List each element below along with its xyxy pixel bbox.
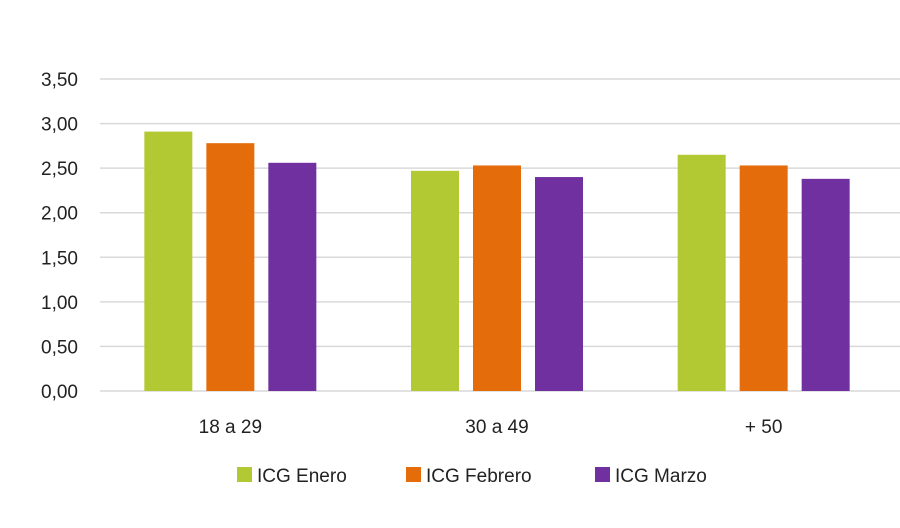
bar-icg-enero (677, 154, 726, 391)
bar-icg-febrero (739, 165, 788, 391)
legend-label: ICG Enero (257, 466, 347, 487)
bar-icg-marzo (268, 162, 317, 391)
y-tick-label: 3,00 (41, 115, 78, 136)
bar-icg-enero (144, 131, 193, 391)
x-tick-label: 30 a 49 (465, 417, 528, 438)
y-tick-label: 1,00 (41, 293, 78, 314)
legend-label: ICG Marzo (615, 466, 707, 487)
bar-icg-enero (411, 170, 459, 391)
legend-swatch (595, 467, 610, 482)
legend-label: ICG Febrero (426, 466, 532, 487)
y-tick-label: 2,50 (41, 159, 78, 180)
legend-swatch (237, 467, 252, 482)
y-tick-label: 1,50 (41, 248, 78, 269)
x-tick-label: + 50 (745, 417, 783, 438)
x-tick-label: 18 a 29 (199, 417, 262, 438)
bar-icg-febrero (206, 143, 255, 391)
bar-icg-marzo (535, 177, 583, 391)
bar-icg-febrero (473, 165, 521, 391)
y-tick-label: 3,50 (41, 70, 78, 91)
y-tick-label: 0,50 (41, 337, 78, 358)
legend-swatch (406, 467, 421, 482)
y-tick-label: 0,00 (41, 382, 78, 403)
y-tick-label: 2,00 (41, 204, 78, 225)
bar-icg-marzo (801, 178, 850, 391)
